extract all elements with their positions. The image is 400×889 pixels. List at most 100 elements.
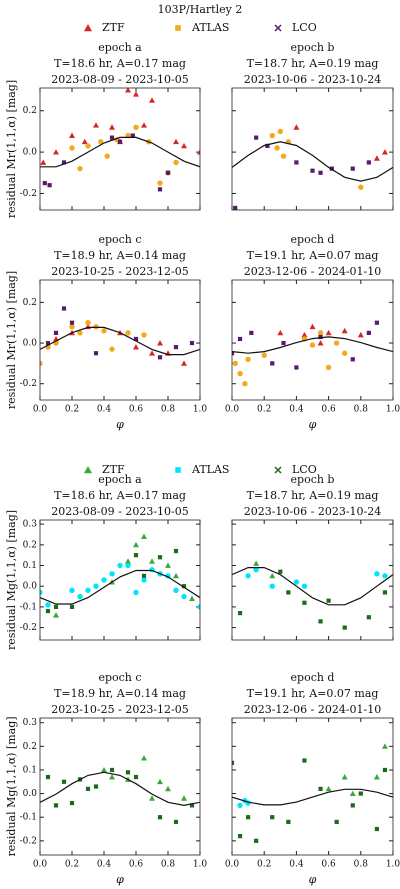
data-point <box>149 350 155 356</box>
data-point <box>130 133 135 138</box>
data-point <box>109 124 115 130</box>
data-point <box>181 593 187 600</box>
y-tick-label: 0.2 <box>23 298 37 308</box>
data-point <box>109 774 115 780</box>
data-point <box>133 553 139 558</box>
fit-curve <box>232 567 393 606</box>
data-point <box>157 180 163 186</box>
data-point <box>157 778 163 785</box>
data-point <box>53 330 59 335</box>
x-tick-label: 0.4 <box>289 860 304 870</box>
data-point <box>232 360 238 367</box>
data-point <box>149 558 155 564</box>
data-point <box>318 786 323 791</box>
fit-curve <box>40 326 200 356</box>
data-point <box>294 365 299 370</box>
x-tick-label: 0.6 <box>321 405 336 415</box>
data-point <box>253 560 260 566</box>
plot-frame <box>231 87 394 211</box>
plot-frame <box>39 717 201 856</box>
data-point <box>189 595 195 602</box>
data-point <box>246 815 251 820</box>
y-tick-label: -0.2 <box>20 189 37 199</box>
data-point <box>125 88 131 93</box>
data-point <box>382 767 388 773</box>
legend-marker <box>274 466 282 474</box>
x-tick-label: 0.2 <box>257 860 271 870</box>
data-point <box>265 143 270 148</box>
data-point <box>342 625 347 630</box>
data-point <box>302 758 307 763</box>
data-point <box>301 583 308 589</box>
x-tick-label: 0.4 <box>97 405 112 415</box>
data-point <box>350 357 355 362</box>
data-point <box>342 350 348 356</box>
legend-label: ZTF <box>102 463 125 476</box>
data-point <box>341 327 348 334</box>
x-axis-label: φ <box>309 418 317 431</box>
data-point <box>133 344 139 350</box>
data-point <box>173 345 179 350</box>
x-tick-label: 0.8 <box>354 860 369 870</box>
data-point <box>101 328 107 334</box>
data-point <box>125 558 131 564</box>
data-point <box>61 306 67 311</box>
x-tick-label: 1.0 <box>193 860 208 870</box>
data-point <box>133 336 139 342</box>
data-point <box>157 815 163 820</box>
plot-area <box>40 306 200 367</box>
data-point <box>173 138 179 145</box>
data-point <box>245 573 251 579</box>
data-point <box>197 149 200 155</box>
data-point <box>101 766 107 773</box>
data-point <box>109 346 115 352</box>
x-tick-label: 1.0 <box>386 860 400 870</box>
data-point <box>374 320 379 325</box>
legend-label: ZTF <box>102 21 125 34</box>
data-point <box>318 334 323 340</box>
data-point <box>278 569 283 574</box>
data-point <box>81 138 88 145</box>
data-point <box>133 589 139 596</box>
panel-title: 2023-10-25 - 2023-12-05 <box>51 703 189 716</box>
data-point <box>302 600 307 605</box>
data-point <box>325 329 332 336</box>
data-point <box>309 323 316 330</box>
x-tick-label: 0.0 <box>33 405 48 415</box>
data-point <box>157 340 163 346</box>
panel-title: epoch c <box>98 671 141 684</box>
data-point <box>141 755 147 761</box>
panel-title: epoch d <box>291 233 335 246</box>
y-tick-label: -0.2 <box>20 623 37 633</box>
data-point <box>42 181 47 186</box>
data-point <box>125 330 131 336</box>
data-point <box>350 166 355 171</box>
data-point <box>117 562 123 569</box>
legend-label: LCO <box>292 463 317 476</box>
suptitle: 103P/Hartley 2 <box>158 3 243 16</box>
panel-title: 2023-08-09 - 2023-10-05 <box>51 505 189 518</box>
panel-title: 2023-10-25 - 2023-12-05 <box>51 265 189 278</box>
data-point <box>117 139 123 144</box>
data-point <box>242 381 248 387</box>
y-axis-label: residual Mr(1,1,α) [mag] <box>5 80 18 218</box>
data-point <box>61 160 67 165</box>
data-point <box>245 356 251 363</box>
data-point <box>104 153 110 159</box>
data-point <box>165 170 171 175</box>
data-point <box>109 571 115 577</box>
data-point <box>77 165 83 172</box>
data-point <box>69 800 75 806</box>
x-tick-label: 1.0 <box>386 405 400 415</box>
y-axis-label: residual Mg(1,1,α) [mag] <box>5 510 18 650</box>
data-point <box>141 533 147 539</box>
data-point <box>317 340 324 346</box>
y-tick-label: -0.1 <box>20 813 37 823</box>
data-point <box>286 819 291 825</box>
data-point <box>181 795 187 801</box>
x-tick-label: 0.0 <box>225 860 240 870</box>
data-point <box>109 767 115 773</box>
data-point <box>77 593 83 600</box>
data-point <box>382 590 388 595</box>
data-point <box>280 153 287 159</box>
